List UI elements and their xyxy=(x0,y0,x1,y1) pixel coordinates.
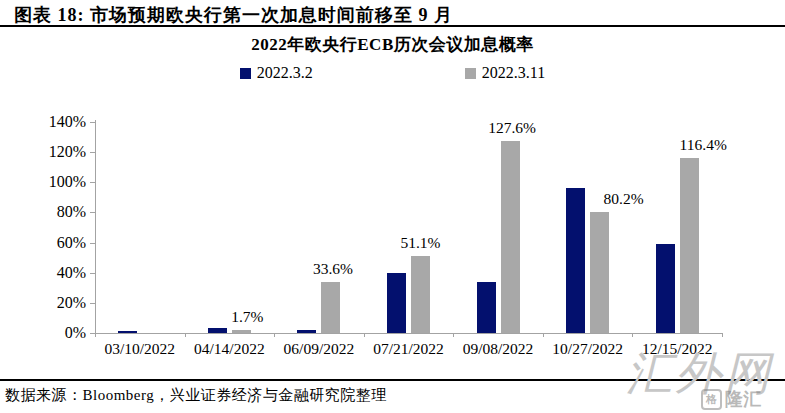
watermark-badge-icon: 格 xyxy=(701,389,722,410)
legend-item-series2: 2022.3.11 xyxy=(465,64,545,82)
y-tick-mark xyxy=(90,212,95,213)
y-axis-tick-label: 40% xyxy=(14,263,86,283)
y-tick-mark xyxy=(90,243,95,244)
watermark-badge-label: 隆汇 xyxy=(725,387,761,411)
bar-2022.3.11-06/09/2022 xyxy=(321,282,340,333)
bar-2022.3.11-04/14/2022 xyxy=(232,330,251,333)
bar-2022.3.11-10/27/2022 xyxy=(590,212,609,333)
legend-label: 2022.3.2 xyxy=(257,64,313,82)
x-axis-category-label: 10/27/2022 xyxy=(540,340,636,358)
data-source-note: 数据来源：Bloomberg，兴业证券经济与金融研究院整理 xyxy=(5,386,387,405)
x-axis-category-label: 09/08/2022 xyxy=(450,340,546,358)
x-axis-line xyxy=(95,333,723,334)
x-tick-mark xyxy=(543,333,544,337)
x-tick-mark xyxy=(632,333,633,337)
y-tick-mark xyxy=(90,122,95,123)
bar-2022.3.2-04/14/2022 xyxy=(208,328,227,333)
bar-value-label: 1.7% xyxy=(231,308,263,326)
y-tick-mark xyxy=(90,152,95,153)
y-tick-mark xyxy=(90,273,95,274)
y-axis-tick-label: 100% xyxy=(14,172,86,192)
bar-2022.3.2-03/10/2022 xyxy=(118,331,137,333)
bar-2022.3.2-10/27/2022 xyxy=(566,188,585,333)
x-tick-mark xyxy=(722,333,723,337)
bar-value-label: 116.4% xyxy=(680,136,727,154)
legend-item-series1: 2022.3.2 xyxy=(240,64,313,82)
watermark-badge: 格 隆汇 xyxy=(701,387,761,411)
bar-2022.3.11-09/08/2022 xyxy=(501,141,520,333)
bar-2022.3.2-12/15/2022 xyxy=(656,244,675,333)
y-tick-mark xyxy=(90,303,95,304)
bar-value-label: 80.2% xyxy=(604,190,644,208)
bar-value-label: 33.6% xyxy=(313,260,353,278)
bar-2022.3.2-09/08/2022 xyxy=(477,282,496,333)
x-tick-mark xyxy=(274,333,275,337)
y-axis-tick-label: 0% xyxy=(14,323,86,343)
report-figure: 图表 18: 市场预期欧央行第一次加息时间前移至 9 月 2022年欧央行ECB… xyxy=(0,0,785,413)
x-axis-category-label: 07/21/2022 xyxy=(361,340,457,358)
x-axis-category-label: 06/09/2022 xyxy=(271,340,367,358)
x-tick-mark xyxy=(453,333,454,337)
legend-swatch-navy xyxy=(240,68,251,79)
x-axis-category-label: 03/10/2022 xyxy=(92,340,188,358)
chart-legend: 2022.3.2 2022.3.11 xyxy=(0,64,785,82)
bar-value-label: 127.6% xyxy=(488,119,536,137)
y-axis-line xyxy=(95,120,96,334)
x-tick-mark xyxy=(95,333,96,337)
legend-label: 2022.3.11 xyxy=(482,64,545,82)
y-axis-tick-label: 120% xyxy=(14,142,86,162)
bar-2022.3.2-07/21/2022 xyxy=(387,273,406,333)
x-axis-category-label: 04/14/2022 xyxy=(181,340,277,358)
bar-2022.3.11-12/15/2022 xyxy=(680,158,699,333)
chart-title: 2022年欧央行ECB历次会议加息概率 xyxy=(0,33,785,56)
bar-2022.3.2-06/09/2022 xyxy=(297,330,316,333)
y-axis-tick-label: 80% xyxy=(14,202,86,222)
y-tick-mark xyxy=(90,182,95,183)
y-axis-tick-label: 60% xyxy=(14,233,86,253)
x-tick-mark xyxy=(364,333,365,337)
y-axis-tick-label: 140% xyxy=(14,112,86,132)
x-tick-mark xyxy=(185,333,186,337)
y-axis-tick-label: 20% xyxy=(14,293,86,313)
figure-caption: 图表 18: 市场预期欧央行第一次加息时间前移至 9 月 xyxy=(0,0,785,27)
legend-swatch-gray xyxy=(465,68,476,79)
bar-2022.3.11-07/21/2022 xyxy=(411,256,430,333)
bar-value-label: 51.1% xyxy=(400,234,440,252)
